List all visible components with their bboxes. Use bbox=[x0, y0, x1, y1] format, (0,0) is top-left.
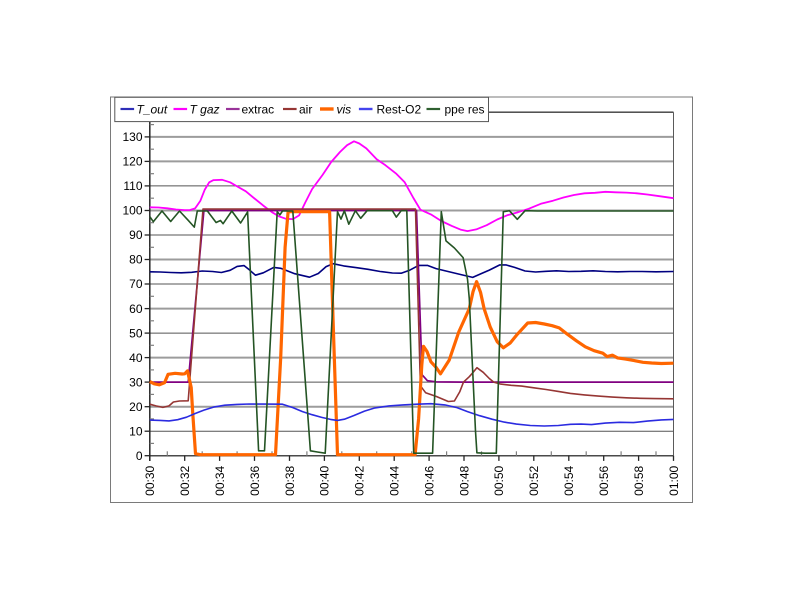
svg-text:00:32: 00:32 bbox=[178, 465, 192, 495]
svg-text:00:52: 00:52 bbox=[527, 465, 541, 495]
svg-text:00:36: 00:36 bbox=[248, 465, 262, 495]
svg-text:100: 100 bbox=[122, 204, 142, 218]
svg-text:01:00: 01:00 bbox=[667, 465, 681, 495]
svg-text:120: 120 bbox=[122, 155, 142, 169]
svg-text:T_out: T_out bbox=[137, 103, 168, 117]
svg-text:00:50: 00:50 bbox=[492, 465, 506, 495]
svg-text:00:58: 00:58 bbox=[632, 465, 646, 495]
svg-text:0: 0 bbox=[136, 449, 143, 463]
svg-text:00:56: 00:56 bbox=[597, 465, 611, 495]
svg-text:00:44: 00:44 bbox=[388, 465, 402, 495]
svg-text:T gaz: T gaz bbox=[190, 103, 220, 117]
svg-text:extrac: extrac bbox=[242, 103, 275, 117]
svg-text:00:46: 00:46 bbox=[422, 465, 436, 495]
svg-text:60: 60 bbox=[129, 302, 143, 316]
svg-text:00:30: 00:30 bbox=[143, 465, 157, 495]
svg-text:00:40: 00:40 bbox=[318, 465, 332, 495]
svg-text:00:34: 00:34 bbox=[213, 465, 227, 495]
svg-text:00:38: 00:38 bbox=[283, 465, 297, 495]
svg-text:00:42: 00:42 bbox=[353, 465, 367, 495]
svg-text:80: 80 bbox=[129, 253, 143, 267]
svg-text:30: 30 bbox=[129, 375, 143, 389]
svg-text:00:48: 00:48 bbox=[457, 465, 471, 495]
svg-text:90: 90 bbox=[129, 228, 143, 242]
svg-text:40: 40 bbox=[129, 351, 143, 365]
svg-text:70: 70 bbox=[129, 277, 143, 291]
svg-text:20: 20 bbox=[129, 400, 143, 414]
svg-text:air: air bbox=[299, 103, 312, 117]
svg-text:110: 110 bbox=[123, 179, 142, 193]
svg-text:130: 130 bbox=[122, 130, 142, 144]
svg-text:00:54: 00:54 bbox=[562, 465, 576, 495]
svg-text:50: 50 bbox=[129, 326, 143, 340]
svg-text:vis: vis bbox=[337, 103, 352, 117]
svg-text:ppe res: ppe res bbox=[445, 103, 485, 117]
svg-text:10: 10 bbox=[129, 424, 143, 438]
svg-text:Rest-O2: Rest-O2 bbox=[377, 103, 422, 117]
